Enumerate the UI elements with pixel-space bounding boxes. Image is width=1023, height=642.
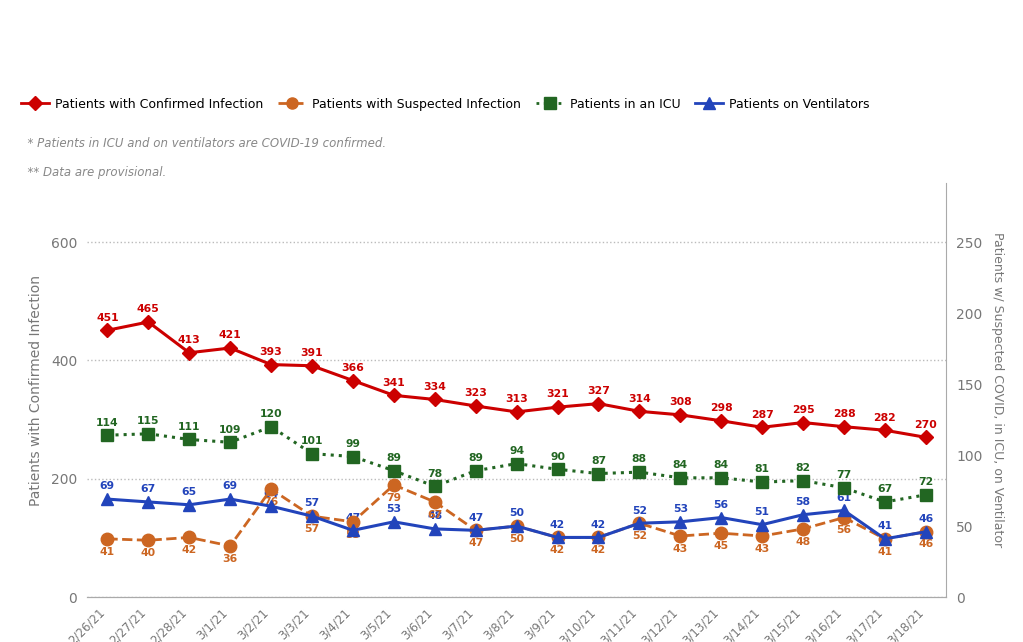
Text: * Patients in ICU and on ventilators are COVID-19 confirmed.: * Patients in ICU and on ventilators are… [20, 137, 387, 150]
Text: 47: 47 [346, 513, 360, 523]
Text: 321: 321 [546, 390, 569, 399]
Text: 421: 421 [219, 331, 241, 340]
Text: 45: 45 [714, 541, 728, 551]
Text: 57: 57 [305, 524, 319, 534]
Text: 47: 47 [469, 513, 483, 523]
Text: 413: 413 [178, 335, 201, 345]
Text: 42: 42 [591, 545, 606, 555]
Text: 295: 295 [792, 405, 814, 415]
Text: 57: 57 [305, 498, 319, 508]
Text: 50: 50 [509, 534, 524, 544]
Text: 69: 69 [223, 482, 237, 491]
Text: 61: 61 [837, 493, 851, 503]
Text: 67: 67 [428, 510, 442, 519]
Y-axis label: Patients with Confirmed Infection: Patients with Confirmed Infection [29, 275, 43, 505]
Text: 270: 270 [915, 420, 937, 429]
Text: 115: 115 [137, 416, 160, 426]
Text: 393: 393 [260, 347, 282, 357]
Text: 84: 84 [673, 460, 687, 470]
Text: 67: 67 [141, 484, 155, 494]
Text: 50: 50 [509, 508, 524, 518]
Text: 314: 314 [628, 394, 651, 404]
Text: 391: 391 [301, 348, 323, 358]
Text: 56: 56 [714, 500, 728, 510]
Text: 42: 42 [182, 545, 196, 555]
Text: ** Data are provisional.: ** Data are provisional. [20, 166, 167, 179]
Text: 69: 69 [100, 482, 115, 491]
Text: 42: 42 [550, 520, 565, 530]
Text: 58: 58 [796, 497, 810, 507]
Text: 51: 51 [755, 507, 769, 517]
Text: 41: 41 [878, 546, 892, 557]
Text: 114: 114 [96, 417, 119, 428]
Text: 109: 109 [219, 424, 241, 435]
Text: 43: 43 [673, 544, 687, 553]
Text: 53: 53 [387, 504, 401, 514]
Text: 334: 334 [424, 382, 446, 392]
Text: 41: 41 [100, 546, 115, 557]
Text: 366: 366 [342, 363, 364, 373]
Text: 451: 451 [96, 313, 119, 322]
Text: 88: 88 [632, 455, 647, 464]
Text: 282: 282 [874, 413, 896, 422]
Text: 308: 308 [669, 397, 692, 407]
Text: 64: 64 [264, 489, 278, 498]
Text: 42: 42 [591, 520, 606, 530]
Text: 53: 53 [346, 530, 360, 539]
Text: 43: 43 [755, 544, 769, 553]
Text: 87: 87 [591, 456, 606, 466]
Y-axis label: Patients w/ Suspected COVID, in ICU, on Ventilator: Patients w/ Suspected COVID, in ICU, on … [990, 232, 1004, 548]
Text: 53: 53 [673, 504, 687, 514]
Text: 298: 298 [710, 403, 732, 413]
Text: 313: 313 [505, 394, 528, 404]
Text: 81: 81 [755, 464, 769, 474]
Text: 465: 465 [137, 304, 160, 315]
Text: COVID-19 Hospitalizations Reported by MS Hospitals, 2/26/21-3/18/21 *,**: COVID-19 Hospitalizations Reported by MS… [26, 44, 836, 62]
Legend: Patients with Confirmed Infection, Patients with Suspected Infection, Patients i: Patients with Confirmed Infection, Patie… [16, 93, 875, 116]
Text: 40: 40 [141, 548, 155, 558]
Text: 42: 42 [550, 545, 565, 555]
Text: 76: 76 [264, 497, 278, 507]
Text: 48: 48 [428, 511, 442, 521]
Text: 65: 65 [182, 487, 196, 497]
Text: 287: 287 [751, 410, 773, 420]
Text: 52: 52 [632, 531, 647, 541]
Text: 78: 78 [428, 469, 442, 479]
Text: 323: 323 [464, 388, 487, 398]
Text: 82: 82 [796, 463, 810, 473]
Text: 67: 67 [878, 484, 892, 494]
Text: 111: 111 [178, 422, 201, 432]
Text: 77: 77 [837, 470, 851, 480]
Text: 288: 288 [833, 409, 855, 419]
Text: 84: 84 [714, 460, 728, 470]
Text: 41: 41 [878, 521, 892, 531]
Text: 46: 46 [919, 514, 933, 524]
Text: 79: 79 [387, 492, 401, 503]
Text: 341: 341 [383, 377, 405, 388]
Text: 89: 89 [469, 453, 483, 463]
Text: 120: 120 [260, 409, 282, 419]
Text: 94: 94 [509, 446, 524, 456]
Text: 52: 52 [632, 505, 647, 516]
Text: 48: 48 [796, 537, 810, 546]
Text: 101: 101 [301, 436, 323, 446]
Text: 56: 56 [837, 525, 851, 535]
Text: 72: 72 [919, 477, 933, 487]
Text: 327: 327 [587, 386, 610, 396]
Text: 46: 46 [919, 539, 933, 550]
Text: 47: 47 [469, 538, 483, 548]
Text: 90: 90 [550, 451, 565, 462]
Text: 89: 89 [387, 453, 401, 463]
Text: 99: 99 [346, 439, 360, 449]
Text: 36: 36 [223, 553, 237, 564]
